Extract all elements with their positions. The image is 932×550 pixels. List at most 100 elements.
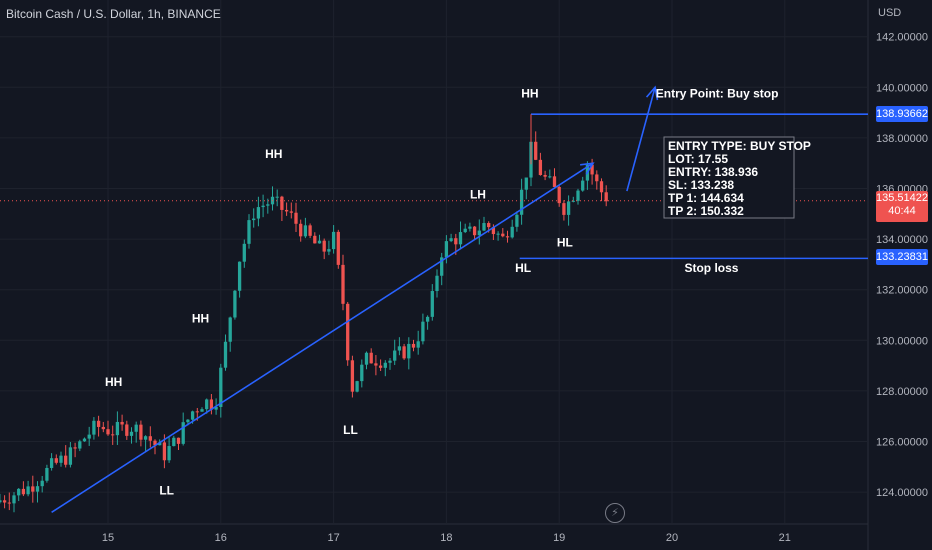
- candle-body: [548, 176, 552, 178]
- candle-body: [167, 446, 171, 461]
- current-price-value: 135.51422: [876, 192, 928, 204]
- candle-body: [162, 442, 167, 461]
- candle-body: [82, 438, 87, 442]
- candle-body: [78, 441, 82, 449]
- candle-body: [214, 406, 218, 410]
- candle-body: [195, 411, 199, 413]
- x-tick-label: 17: [327, 532, 339, 544]
- candle-body: [266, 204, 270, 206]
- candle-body: [383, 362, 387, 368]
- y-tick-label: 134.00000: [876, 234, 928, 246]
- candle-body: [566, 201, 571, 215]
- trade-info-box: [663, 136, 795, 219]
- candle-body: [186, 419, 190, 423]
- candle-body: [510, 226, 514, 238]
- trade-info-line: ENTRY: 138.936: [668, 165, 758, 179]
- candle-body: [299, 223, 303, 237]
- candle-body: [515, 214, 519, 227]
- candle-body: [190, 411, 195, 420]
- candle-body: [407, 343, 411, 359]
- y-tick-label: 130.00000: [876, 335, 928, 347]
- candle-body: [17, 488, 21, 496]
- trend-arrowhead: [580, 162, 595, 175]
- y-tick-label: 124.00000: [876, 487, 928, 499]
- candle-body: [101, 426, 105, 430]
- candle-body: [346, 303, 350, 361]
- candle-body: [59, 455, 63, 463]
- candle-body: [261, 205, 265, 208]
- candle-body: [45, 467, 49, 481]
- candle-body: [148, 436, 152, 441]
- candle-body: [327, 249, 331, 252]
- candle-body: [543, 175, 547, 177]
- candle-body: [440, 257, 444, 276]
- candle-body: [590, 164, 594, 175]
- candle-body: [458, 232, 463, 245]
- candle-body: [106, 429, 110, 435]
- level-label: Entry Point: Buy stop: [656, 86, 779, 100]
- candle-body: [35, 486, 40, 492]
- candle-body: [73, 447, 77, 449]
- candle-body: [435, 275, 439, 292]
- candle-body: [501, 233, 505, 237]
- candle-body: [562, 203, 566, 215]
- candle-body: [369, 352, 373, 364]
- candle-body: [472, 226, 477, 236]
- candle-body: [120, 421, 124, 425]
- candle-body: [111, 434, 115, 436]
- candle-body: [595, 174, 599, 182]
- candle-body: [313, 235, 317, 244]
- swing-label: HL: [515, 261, 531, 275]
- candle-body: [519, 189, 524, 215]
- trade-info-line: ENTRY TYPE: BUY STOP: [668, 139, 811, 153]
- y-tick-label: 138.00000: [876, 133, 928, 145]
- candle-body: [96, 420, 101, 427]
- candle-body: [487, 223, 491, 228]
- level-label: Stop loss: [684, 261, 738, 275]
- candle-body: [360, 364, 364, 382]
- candle-body: [68, 447, 73, 465]
- swing-label: HH: [192, 312, 209, 326]
- candle-body: [468, 226, 472, 229]
- swing-label: HH: [265, 147, 282, 161]
- swing-label: HH: [105, 375, 122, 389]
- candle-body: [134, 424, 138, 432]
- candle-body: [524, 177, 528, 190]
- candle-body: [505, 236, 510, 238]
- candle-body: [284, 209, 289, 212]
- candle-body: [31, 486, 35, 492]
- x-tick-label: 19: [553, 532, 565, 544]
- y-tick-label: 126.00000: [876, 437, 928, 449]
- candle-body: [416, 341, 420, 348]
- currency-label: USD: [878, 7, 901, 19]
- candle-body: [21, 488, 26, 495]
- candle-body: [219, 367, 223, 407]
- candle-body: [341, 264, 345, 304]
- candle-body: [40, 480, 44, 487]
- candle-body: [444, 241, 449, 258]
- flash-icon[interactable]: ⚡: [605, 503, 625, 523]
- candle-body: [491, 227, 496, 235]
- candle-body: [92, 420, 96, 435]
- candle-body: [331, 231, 336, 250]
- candle-body: [275, 196, 279, 198]
- x-tick-label: 20: [666, 532, 678, 544]
- y-tick-label: 140.00000: [876, 82, 928, 94]
- candle-body: [430, 291, 434, 317]
- candle-body: [176, 437, 181, 444]
- candle-body: [425, 316, 430, 322]
- y-tick-label: 132.00000: [876, 285, 928, 297]
- candle-body: [158, 442, 162, 446]
- candle-body: [129, 431, 134, 436]
- candle-body: [233, 290, 237, 318]
- candle-body: [7, 502, 11, 504]
- candle-body: [153, 440, 157, 446]
- swing-label: LH: [470, 188, 486, 202]
- candle-body: [538, 159, 543, 176]
- candle-body: [205, 399, 209, 410]
- price-axis-panel: [868, 0, 932, 550]
- candle-body: [294, 212, 298, 224]
- candle-body: [322, 240, 326, 252]
